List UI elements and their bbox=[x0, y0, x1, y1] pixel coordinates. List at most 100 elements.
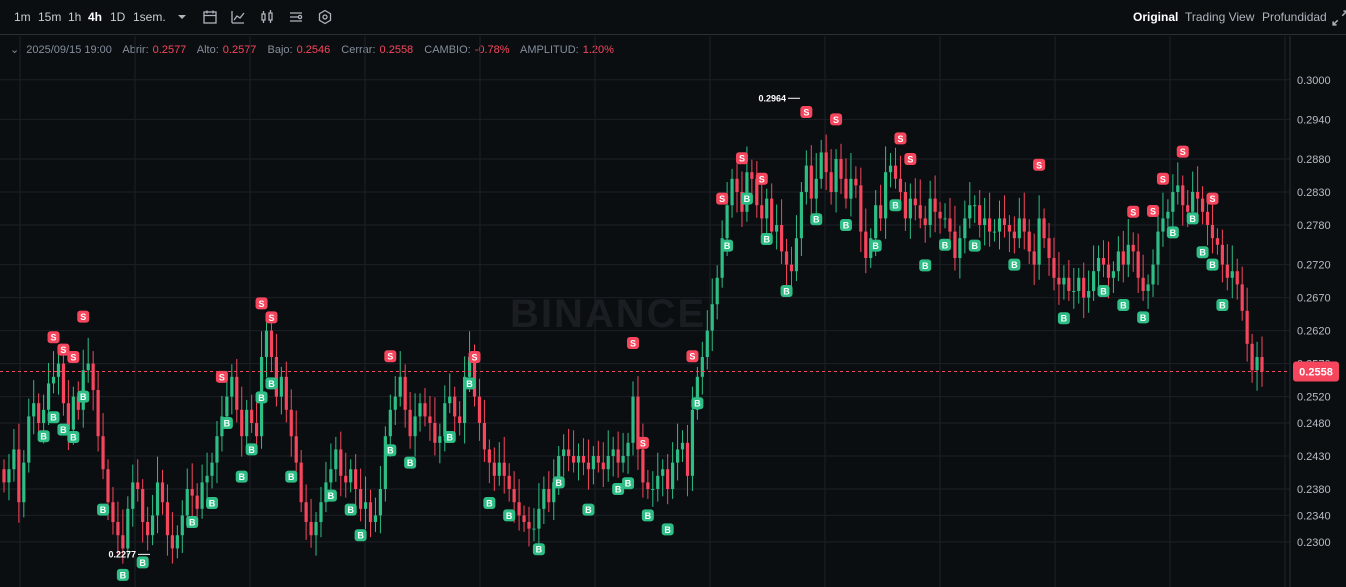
y-axis-tick-label: 0.2430 bbox=[1297, 451, 1331, 463]
candle-body bbox=[537, 508, 541, 529]
candle-body bbox=[175, 535, 179, 549]
buy-signal-badge bbox=[552, 476, 565, 489]
buy-signal-badge bbox=[37, 430, 50, 443]
view-original[interactable]: Original bbox=[1133, 10, 1179, 24]
candle-body bbox=[1082, 277, 1086, 298]
candle-body bbox=[12, 449, 16, 470]
gear-icon[interactable] bbox=[317, 9, 333, 25]
candle-body bbox=[22, 462, 26, 503]
buy-signal-badge bbox=[443, 431, 456, 444]
buy-signal-badge bbox=[235, 470, 248, 483]
sell-signal-label: S bbox=[1160, 174, 1166, 184]
candle-body bbox=[1077, 277, 1081, 292]
candle-body bbox=[240, 409, 244, 437]
buy-signal-label: B bbox=[466, 379, 473, 389]
candle-body bbox=[567, 449, 571, 457]
candle-body bbox=[235, 376, 239, 410]
candle-body bbox=[1047, 238, 1051, 259]
candle-body bbox=[27, 416, 31, 463]
indicators-icon[interactable] bbox=[230, 9, 246, 25]
sell-signal-label: S bbox=[51, 333, 57, 343]
candle-body bbox=[413, 416, 417, 437]
candle-body bbox=[1146, 284, 1150, 292]
candle-body bbox=[1215, 238, 1220, 245]
candle-body bbox=[304, 502, 308, 523]
fullscreen-icon[interactable] bbox=[1332, 10, 1346, 26]
candle-body bbox=[46, 383, 51, 410]
amplitude-label: AMPLITUD: bbox=[520, 44, 579, 56]
candle-body bbox=[458, 416, 462, 424]
calendar-icon[interactable] bbox=[202, 9, 218, 25]
sell-signal-label: S bbox=[739, 154, 745, 164]
candle-body bbox=[289, 409, 293, 437]
sell-signal-label: S bbox=[259, 299, 265, 309]
candle-body bbox=[150, 515, 155, 536]
buy-signal-label: B bbox=[1120, 301, 1127, 311]
sell-signal-badge bbox=[1156, 172, 1169, 185]
candle-body bbox=[1200, 198, 1205, 212]
sell-signal-badge bbox=[636, 436, 649, 449]
candle-body bbox=[502, 462, 506, 476]
sell-signal-label: S bbox=[689, 352, 695, 362]
buy-signal-badge bbox=[265, 377, 278, 390]
buy-signal-badge bbox=[404, 456, 417, 469]
sell-signal-label: S bbox=[1150, 207, 1156, 217]
candle-body bbox=[472, 357, 477, 397]
high-label: Alto: bbox=[196, 44, 219, 56]
y-axis-tick-label: 0.2480 bbox=[1297, 418, 1331, 430]
candle-body bbox=[938, 211, 942, 219]
sell-signal-badge bbox=[468, 351, 481, 364]
candle-body bbox=[1220, 244, 1224, 265]
candle-body bbox=[997, 218, 1002, 232]
candle-body bbox=[973, 205, 977, 207]
candle-body bbox=[467, 357, 472, 377]
sell-signal-label: S bbox=[1209, 194, 1215, 204]
buy-signal-label: B bbox=[1209, 260, 1216, 270]
candle-body bbox=[963, 218, 967, 239]
candle-body bbox=[165, 502, 170, 536]
sell-signal-label: S bbox=[719, 194, 725, 204]
candle-body bbox=[532, 528, 536, 530]
candle-body bbox=[527, 522, 531, 529]
candle-body bbox=[616, 449, 620, 463]
candle-body bbox=[581, 456, 586, 463]
buy-signal-label: B bbox=[238, 472, 245, 482]
timeframe-dropdown-icon[interactable] bbox=[174, 9, 190, 25]
candle-body bbox=[765, 198, 769, 219]
view-trading-view[interactable]: Trading View bbox=[1185, 10, 1255, 24]
candle-body bbox=[695, 376, 699, 410]
timeframe-15m[interactable]: 15m bbox=[38, 10, 62, 24]
candle-body bbox=[423, 403, 427, 417]
candle-body bbox=[928, 198, 932, 226]
candle-body bbox=[1002, 218, 1007, 226]
timeframe-1d[interactable]: 1D bbox=[110, 10, 126, 24]
y-axis-tick-label: 0.2880 bbox=[1297, 154, 1331, 166]
candle-type-icon[interactable] bbox=[259, 9, 275, 25]
chart-settings-icon[interactable] bbox=[288, 9, 304, 25]
buy-signal-badge bbox=[810, 213, 823, 226]
y-axis-tick-label: 0.3000 bbox=[1297, 75, 1331, 87]
buy-signal-badge bbox=[641, 509, 654, 522]
candle-body bbox=[1012, 231, 1016, 239]
candle-body bbox=[1250, 343, 1254, 371]
timeframe-1h[interactable]: 1h bbox=[68, 10, 82, 24]
timeframe-4h[interactable]: 4h bbox=[88, 10, 103, 24]
buy-signal-badge bbox=[324, 489, 337, 502]
candle-body bbox=[636, 396, 640, 450]
candle-datetime: 2025/09/15 19:00 bbox=[26, 44, 112, 56]
timeframe-1m[interactable]: 1m bbox=[14, 10, 31, 24]
buy-signal-badge bbox=[77, 390, 90, 403]
timeframe-1w[interactable]: 1sem. bbox=[133, 10, 166, 24]
buy-signal-label: B bbox=[224, 419, 231, 429]
candle-body bbox=[225, 396, 229, 417]
sell-signal-badge bbox=[265, 311, 278, 324]
collapse-chevron-icon[interactable]: ⌄ bbox=[10, 44, 20, 56]
candle-body bbox=[661, 469, 665, 476]
buy-signal-label: B bbox=[843, 221, 850, 231]
buy-signal-badge bbox=[968, 239, 981, 252]
buy-signal-badge bbox=[612, 483, 625, 496]
high-value: 0.2577 bbox=[222, 44, 257, 56]
change-value: -0.78% bbox=[474, 44, 510, 56]
view-depth[interactable]: Profundidad bbox=[1262, 10, 1327, 24]
